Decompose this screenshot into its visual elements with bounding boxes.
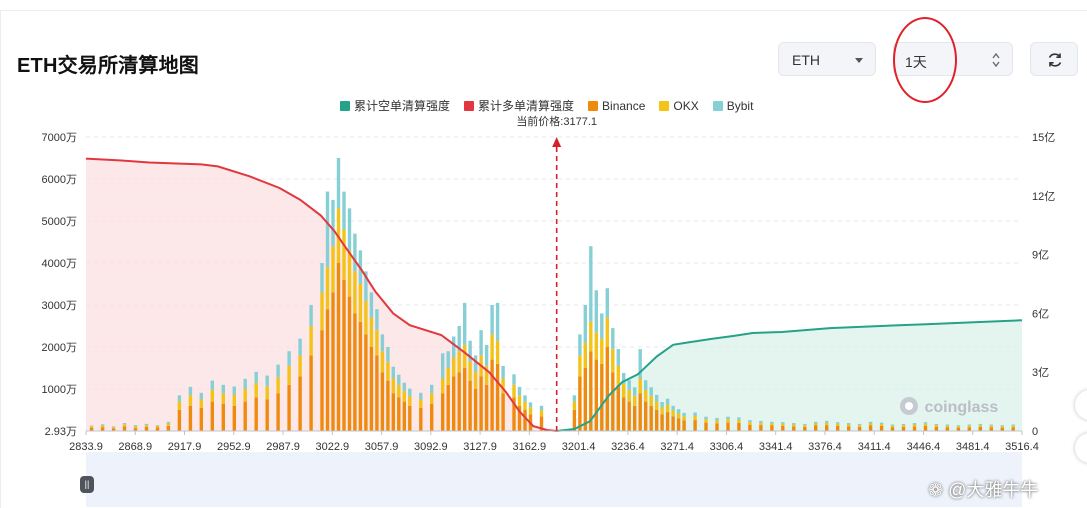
liquidation-map-card bbox=[0, 10, 1087, 508]
floating-button[interactable] bbox=[1075, 433, 1087, 463]
legend-item-bybit[interactable]: Bybit bbox=[712, 99, 754, 113]
refresh-button[interactable] bbox=[1030, 42, 1078, 76]
watermark-text: coinglass bbox=[924, 399, 999, 416]
timeframe-select[interactable]: 1天 bbox=[893, 42, 1013, 76]
chart-legend: 累计空单清算强度 累计多单清算强度 Binance OKX Bybit bbox=[340, 97, 767, 114]
floating-button[interactable] bbox=[1075, 390, 1087, 420]
legend-item-binance[interactable]: Binance bbox=[588, 99, 645, 113]
up-down-icon bbox=[992, 52, 1000, 68]
timeframe-select-value: 1天 bbox=[905, 54, 927, 70]
author-watermark: ❁ @大雅牛牛 bbox=[928, 480, 1039, 500]
zoom-slider[interactable] bbox=[86, 452, 1022, 507]
coinglass-watermark: coinglass bbox=[898, 395, 998, 417]
legend-item-short-cum[interactable]: 累计空单清算强度 bbox=[340, 97, 450, 114]
page-title: ETH交易所清算地图 bbox=[17, 55, 199, 77]
coin-select-value: ETH bbox=[792, 52, 820, 68]
coin-select[interactable]: ETH bbox=[778, 42, 876, 76]
legend-label: 累计空单清算强度 bbox=[354, 99, 451, 113]
chevron-down-icon bbox=[855, 58, 863, 63]
refresh-icon bbox=[1048, 53, 1062, 67]
slider-handle[interactable]: || bbox=[80, 476, 94, 493]
coinglass-logo-icon bbox=[900, 397, 918, 415]
legend-label: 累计多单清算强度 bbox=[478, 99, 575, 113]
legend-label: OKX bbox=[673, 99, 699, 113]
legend-label: Bybit bbox=[726, 99, 754, 113]
legend-item-long-cum[interactable]: 累计多单清算强度 bbox=[464, 97, 574, 114]
legend-item-okx[interactable]: OKX bbox=[659, 99, 699, 113]
legend-label: Binance bbox=[602, 99, 646, 113]
